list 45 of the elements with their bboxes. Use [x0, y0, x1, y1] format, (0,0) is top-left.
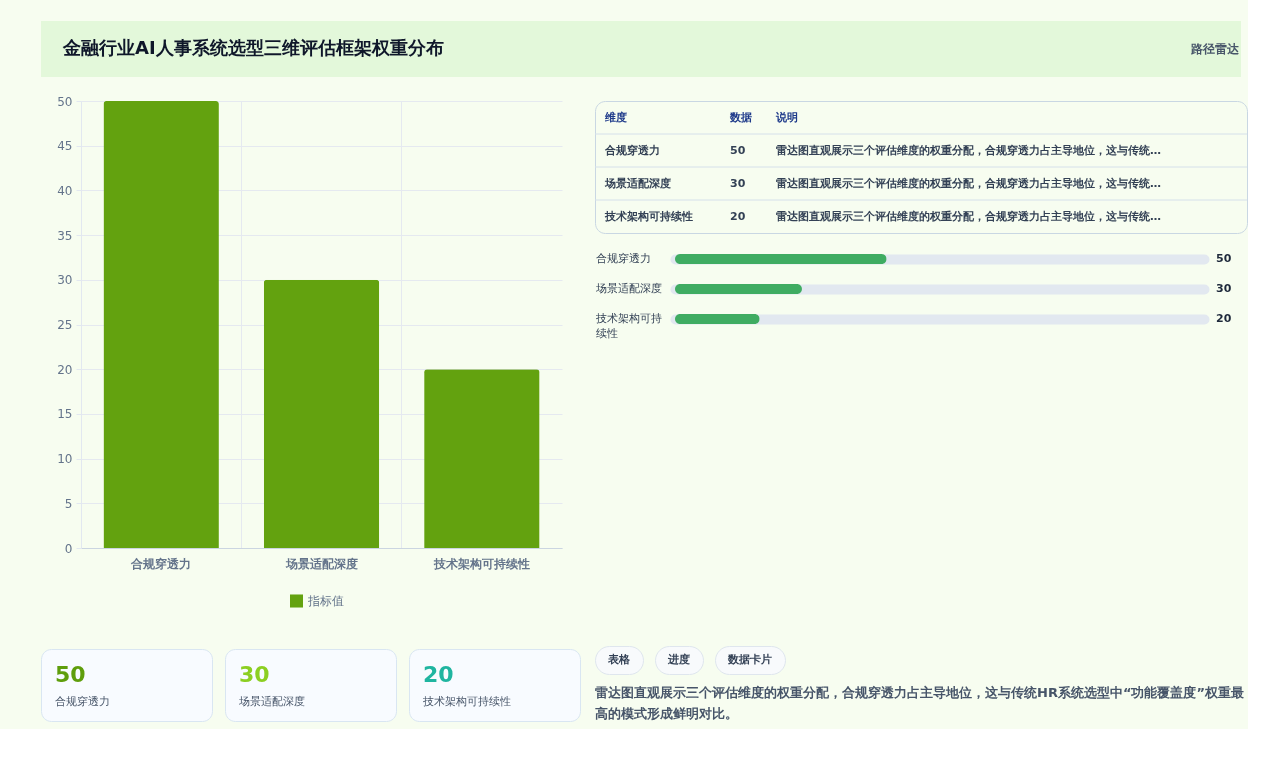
y-tick-label: 5	[64, 496, 73, 511]
category-label: 技术架构可持续性	[604, 209, 693, 223]
y-tick-label: 技术架构可持续性	[594, 312, 662, 340]
y-tick-label: 25	[57, 318, 73, 332]
category-label: 场景适配深度	[604, 176, 671, 190]
data-label: 20	[730, 209, 746, 223]
x-tick-label: 技术架构可持续性	[432, 556, 530, 571]
x-tick-label: 合规穿透力	[130, 556, 192, 571]
y-tick-label: 30	[57, 273, 73, 288]
y-tick-label: 10	[57, 452, 73, 467]
data-label: 30	[239, 662, 270, 687]
legend-label: 指标值	[306, 594, 344, 608]
text: 数据卡片	[727, 653, 772, 666]
bar	[424, 369, 540, 548]
text: 雷达图直观展示三个评估维度的权重分配，合规穿透力占主导地位，这与传统…	[776, 176, 1161, 190]
data-label: 50	[730, 143, 746, 157]
text: 金融行业AI人事系统选型三维评估框架权重分布	[62, 37, 444, 58]
text: 说明	[775, 110, 798, 124]
text: 表格	[607, 653, 631, 666]
data-label: 20	[423, 662, 454, 687]
text: 路径雷达	[1190, 42, 1240, 56]
text: 进度	[667, 653, 690, 666]
y-tick-label: 45	[57, 139, 73, 154]
text: 雷达图直观展示三个评估维度的权重分配，合规穿透力占主导地位，这与传统…	[776, 209, 1161, 223]
data-label: 50	[1216, 252, 1232, 265]
y-tick-label: 合规穿透力	[595, 252, 651, 265]
category-label: 技术架构可持续性	[422, 695, 511, 708]
text: 雷达图直观展示三个评估维度的权重分配，合规穿透力占主导地位，这与传统HR系统选型中“功能覆盖度”权重最高的模式形成鲜明对比。	[595, 685, 1244, 721]
y-tick-label: 15	[57, 407, 73, 422]
y-tick-label: 20	[57, 362, 73, 377]
text: 维度	[604, 110, 627, 124]
x-tick-label: 场景适配深度	[284, 556, 358, 571]
y-tick-label: 0	[64, 541, 73, 556]
data-label: 30	[1216, 282, 1232, 295]
y-tick-label: 35	[57, 228, 73, 243]
text: 数据	[729, 110, 752, 124]
bar	[263, 279, 380, 548]
bar	[103, 101, 219, 548]
data-label: 30	[730, 176, 746, 190]
y-tick-label: 50	[57, 94, 73, 109]
y-tick-label: 40	[57, 183, 73, 198]
y-tick-label: 场景适配深度	[594, 282, 662, 295]
data-label: 20	[1216, 312, 1232, 325]
text: 雷达图直观展示三个评估维度的权重分配，合规穿透力占主导地位，这与传统…	[776, 143, 1161, 157]
category-label: 场景适配深度	[238, 695, 305, 708]
